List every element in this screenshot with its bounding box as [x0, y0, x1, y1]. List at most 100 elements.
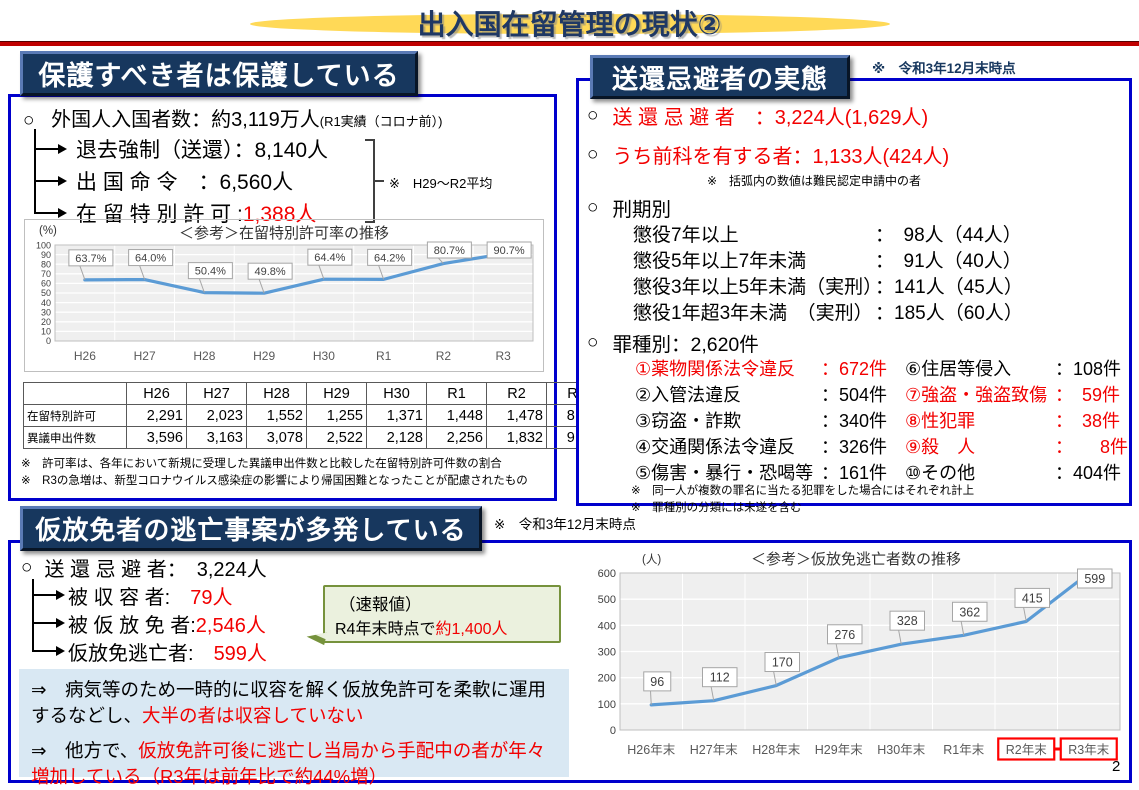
- data-label: 276: [834, 628, 855, 642]
- callout-tail: [318, 265, 325, 280]
- data-label: 599: [1084, 572, 1105, 586]
- y-tick-label: 400: [598, 620, 616, 632]
- branch-special-permission: 在 留 特 別 許 可 :1,388人: [34, 197, 316, 229]
- row-label: 異議申出件数: [23, 426, 127, 449]
- data-label-box: [827, 624, 863, 645]
- callout-tail: [79, 265, 86, 281]
- branch-value: 1,388人: [242, 203, 317, 226]
- absconder-chart-svg: 0 100 200 300 400 500 600 H26年末 H27年末 H28年末 H29年末 H…: [598, 568, 1121, 761]
- right-panel: ○ 送 還 忌 避 者 ：3,224人(1,629人) ○ うち前科を有する者：…: [576, 78, 1132, 514]
- table-cell: 2,291: [126, 404, 187, 427]
- permit-table-wrap: H26H27H28H29H30R1R2R3在留特別許可2,2912,0231,5…: [23, 382, 607, 449]
- plot-border: [619, 572, 1121, 731]
- callout-line2: R4年末時点で約1,400人: [335, 621, 508, 638]
- branch-released: 被 仮 放 免 者:2,546人: [32, 609, 266, 637]
- sentence-row: 懲役1年超3年未満 （実刑） ：185人（60人）: [633, 303, 1023, 324]
- data-label: 170: [772, 656, 793, 670]
- table-cell: 3,596: [126, 426, 187, 449]
- y-tick-label: 90: [41, 250, 51, 260]
- table-cell: 1,478: [486, 404, 547, 427]
- branch-detainees: 被 収 容 者: 79人: [32, 581, 232, 609]
- absconder-chart: (人) ＜参考＞仮放免逃亡者数の推移 0 100 200 300 400 500 600 H2…: [582, 546, 1130, 780]
- left-footnotes: ※ 許可率は、各年において新規に受理した異議申出件数と比較した在留特別許可件数の…: [21, 456, 549, 491]
- data-label: 64.4%: [314, 252, 345, 264]
- data-label-box: [307, 248, 353, 266]
- crime-row: ③窃盗・詐欺 ：340件 ⑧性犯罪： 38件: [635, 411, 1121, 431]
- table-cell: 1,255: [306, 404, 367, 427]
- footnote: ※ 同一人が複数の罪名に当たる犯罪をした場合にはそれぞれ計上: [631, 485, 975, 497]
- criminal-record-line: ○ うち前科を有する者：1,133人(424人): [587, 140, 949, 169]
- bullet-circle-icon: ○: [587, 331, 599, 353]
- data-label: 80.7%: [434, 245, 465, 257]
- data-label-box: [367, 248, 413, 266]
- x-tick-label: R3: [495, 349, 511, 363]
- data-line: [649, 571, 1091, 707]
- evaders-text: 送 還 忌 避 者 ：3,224人(1,629人): [612, 107, 929, 129]
- column-header: [23, 382, 127, 405]
- branch-departure-order: 出 国 命 令 ：6,560人: [34, 165, 293, 197]
- left-panel: ○ 外国人入国者数：約3,119万人(R1実績（コロナ前）) 退去強制（送還）：…: [8, 94, 607, 501]
- column-header: H29: [306, 382, 367, 405]
- data-label: 328: [897, 614, 918, 628]
- data-label: 112: [710, 671, 730, 685]
- sentence-row: 懲役7年以上： 98人（44人）: [633, 225, 1022, 246]
- crime-row: ④交通関係法令違反 ：326件 ⑨殺 人： 8件: [635, 437, 1129, 457]
- note-1: ⇒ 病気等のため一時的に収容を解く仮放免許可を柔軟に運用するなどし、大半の者は収…: [31, 679, 547, 726]
- right-panel-header: 送還忌避者の実態: [590, 55, 850, 99]
- table-row: 在留特別許可 2,291 2,023 1,552 1,255 1,371 1,448 1,47…: [23, 404, 607, 427]
- data-label: 63.7%: [75, 253, 106, 265]
- chart-unit-label: (人): [642, 554, 662, 566]
- bottom-panel-timestamp: ※ 令和3年12月末時点: [494, 517, 636, 532]
- table-cell: 2,256: [426, 426, 487, 449]
- callout-line1: （速報値）: [339, 596, 422, 614]
- table-cell: 1,371: [366, 404, 427, 427]
- y-tick-label: 60: [41, 279, 51, 289]
- sentence-header-line: ○ 刑期別: [587, 193, 671, 222]
- data-label-box: [247, 262, 293, 280]
- paren-note: ※ 括弧内の数値は難民認定申請中の者: [707, 174, 922, 188]
- crime-row: ②入管法違反 ：504件 ⑦強盗・強盗致傷： 59件: [635, 385, 1121, 405]
- footnote: ※ 許可率は、各年において新規に受理した異議申出件数と比較した在留特別許可件数の…: [21, 458, 502, 470]
- callout-tail: [710, 686, 715, 701]
- criminal-record-text: うち前科を有する者：1,133人(424人): [612, 146, 950, 168]
- evaders-root-text: 送 還 忌 避 者： 3,224人: [44, 559, 267, 581]
- callout-tail: [378, 265, 385, 280]
- data-label-box: [486, 241, 532, 259]
- y-tick-label: 70: [41, 269, 51, 279]
- data-label-box: [952, 601, 988, 622]
- data-label: 96: [650, 675, 664, 689]
- data-label: 415: [1022, 591, 1043, 605]
- x-tick-label: R3年末: [1068, 743, 1109, 757]
- note-2: ⇒ 他方で、仮放免許可後に逃亡し当局から手配中の者が年々増加している（R3年は前…: [31, 740, 546, 787]
- callout-tail: [898, 630, 902, 645]
- x-tick-label: R2年末: [1006, 743, 1047, 757]
- sentence-row: 懲役3年以上5年未満（実刑）：141人（45人）: [633, 277, 1023, 298]
- footnote: ※ 罪種別の分類には未遂を含む: [631, 501, 802, 514]
- data-label-box: [643, 671, 672, 692]
- branch-absconders: 仮放免逃亡者: 599人: [32, 637, 267, 665]
- y-tick-label: 20: [41, 317, 51, 327]
- table-cell: 2,522: [306, 426, 367, 449]
- y-tick-label: 100: [36, 241, 51, 250]
- table-cell: 1,552: [246, 404, 307, 427]
- right-footnotes: ※ 同一人が複数の罪名に当たる犯罪をした場合にはそれぞれ計上 ※ 罪種別の分類に…: [631, 483, 974, 516]
- y-tick-label: 40: [41, 298, 51, 308]
- x-tick-label: H30年末: [877, 743, 925, 757]
- table-cell: 2,023: [186, 404, 247, 427]
- y-tick-label: 30: [41, 307, 51, 317]
- bullet-circle-icon: ○: [23, 110, 35, 131]
- data-label: 64.2%: [374, 252, 405, 264]
- preliminary-figure-callout: （速報値） R4年末時点で約1,400人: [323, 585, 561, 643]
- column-header: R2: [486, 382, 547, 405]
- x-tick-label: R1: [376, 349, 392, 363]
- table-cell: 2,128: [366, 426, 427, 449]
- column-header: H26: [126, 382, 187, 405]
- bracket-tick: [375, 180, 384, 182]
- page-title: 出入国在留管理の現状②: [417, 9, 722, 40]
- entrants-text: 外国人入国者数：約3,119万人: [51, 109, 320, 131]
- crime-header: 罪種別：2,620件: [612, 334, 759, 356]
- right-panel-timestamp: ※ 令和3年12月末時点: [872, 61, 1016, 76]
- evaders-line: ○ 送 還 忌 避 者 ：3,224人(1,629人): [587, 101, 928, 130]
- bottom-panel-header: 仮放免者の逃亡事案が多発している: [20, 506, 482, 551]
